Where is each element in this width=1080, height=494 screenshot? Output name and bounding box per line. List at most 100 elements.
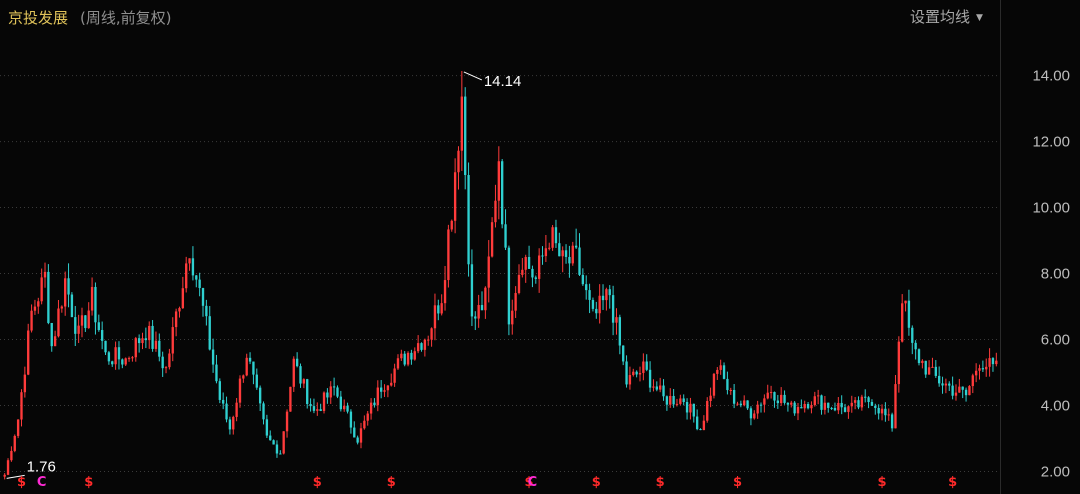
candle-body (850, 402, 853, 407)
candle-body (457, 150, 460, 173)
candle-body (766, 392, 769, 399)
candle-body (252, 361, 255, 375)
candle-body (521, 269, 524, 275)
candle-body (490, 222, 494, 257)
candle (141, 332, 144, 350)
candle (827, 402, 830, 413)
candle (699, 428, 702, 431)
candle (238, 375, 242, 408)
candle (746, 400, 749, 410)
candle (198, 272, 201, 297)
candle-body (33, 306, 37, 311)
candle (87, 302, 90, 329)
candle-body (517, 274, 521, 294)
candle-body (40, 277, 43, 302)
candle (578, 233, 581, 276)
candle (645, 354, 648, 372)
y-tick-label: 4.00 (1041, 398, 1070, 415)
candle (739, 400, 743, 408)
candle (501, 159, 504, 229)
candle-body (104, 340, 107, 353)
candle-body (685, 401, 689, 413)
candle (561, 246, 564, 273)
candle (258, 385, 262, 412)
candle-body (840, 402, 843, 408)
candle (944, 378, 948, 394)
candle (850, 395, 853, 413)
candle-body (302, 379, 306, 384)
candle-body (544, 248, 548, 257)
candle-body (968, 386, 971, 396)
candle-body (991, 358, 995, 365)
candle (386, 385, 390, 398)
candle (97, 314, 100, 332)
event-marker: $ (525, 475, 534, 490)
candle (195, 274, 198, 288)
candle-body (245, 357, 248, 376)
ma-settings-button[interactable]: 设置均线 ▼ (910, 6, 983, 27)
candle-body (386, 385, 390, 391)
candle-body (810, 405, 813, 409)
candle (874, 403, 877, 415)
candle (551, 225, 554, 251)
candle (343, 399, 346, 412)
candle (753, 410, 756, 420)
candle (995, 352, 998, 367)
candle (665, 395, 669, 411)
candle (675, 398, 679, 407)
candle (349, 409, 353, 434)
candle-body (622, 345, 625, 362)
candle (60, 305, 64, 313)
candle (773, 391, 776, 408)
candle-body (77, 325, 80, 334)
candle-body (164, 367, 168, 369)
candle-body (937, 375, 941, 384)
candle-body (524, 257, 527, 270)
candle (692, 403, 695, 423)
candle-body (665, 396, 669, 405)
candle-body (30, 310, 33, 331)
candle (124, 357, 127, 367)
candle (840, 395, 843, 415)
candle (964, 387, 968, 402)
candle-body (168, 353, 171, 368)
candle-body (97, 322, 100, 331)
candle (279, 450, 282, 455)
candle (295, 352, 299, 368)
candle (6, 458, 10, 476)
candle (763, 394, 766, 413)
candle (511, 299, 514, 335)
candle-body (618, 317, 622, 346)
candle (702, 415, 706, 431)
candle-body (605, 289, 608, 301)
candle (786, 402, 790, 412)
candle-body (460, 96, 464, 151)
candle-body (258, 387, 262, 404)
candle (813, 391, 816, 407)
candle (695, 409, 699, 431)
candle-body (595, 308, 598, 314)
candle (937, 366, 941, 387)
candle-body (43, 271, 47, 278)
candle-body (235, 402, 238, 417)
candle-body (151, 325, 154, 349)
candle-body (450, 220, 453, 230)
candle (16, 419, 20, 439)
candle (803, 400, 806, 413)
candle-body (974, 370, 978, 376)
candle-body (954, 392, 958, 396)
candle-body (914, 342, 917, 350)
candle (400, 349, 403, 361)
candle (299, 363, 302, 388)
candle (148, 321, 151, 349)
candle-body (53, 336, 57, 347)
candle (497, 146, 500, 220)
candle-body (722, 365, 726, 379)
candle-body (988, 358, 991, 367)
candle-body (225, 403, 228, 420)
candle (638, 366, 642, 382)
candle-body (537, 255, 541, 279)
candle (924, 360, 927, 378)
candle (100, 321, 104, 350)
